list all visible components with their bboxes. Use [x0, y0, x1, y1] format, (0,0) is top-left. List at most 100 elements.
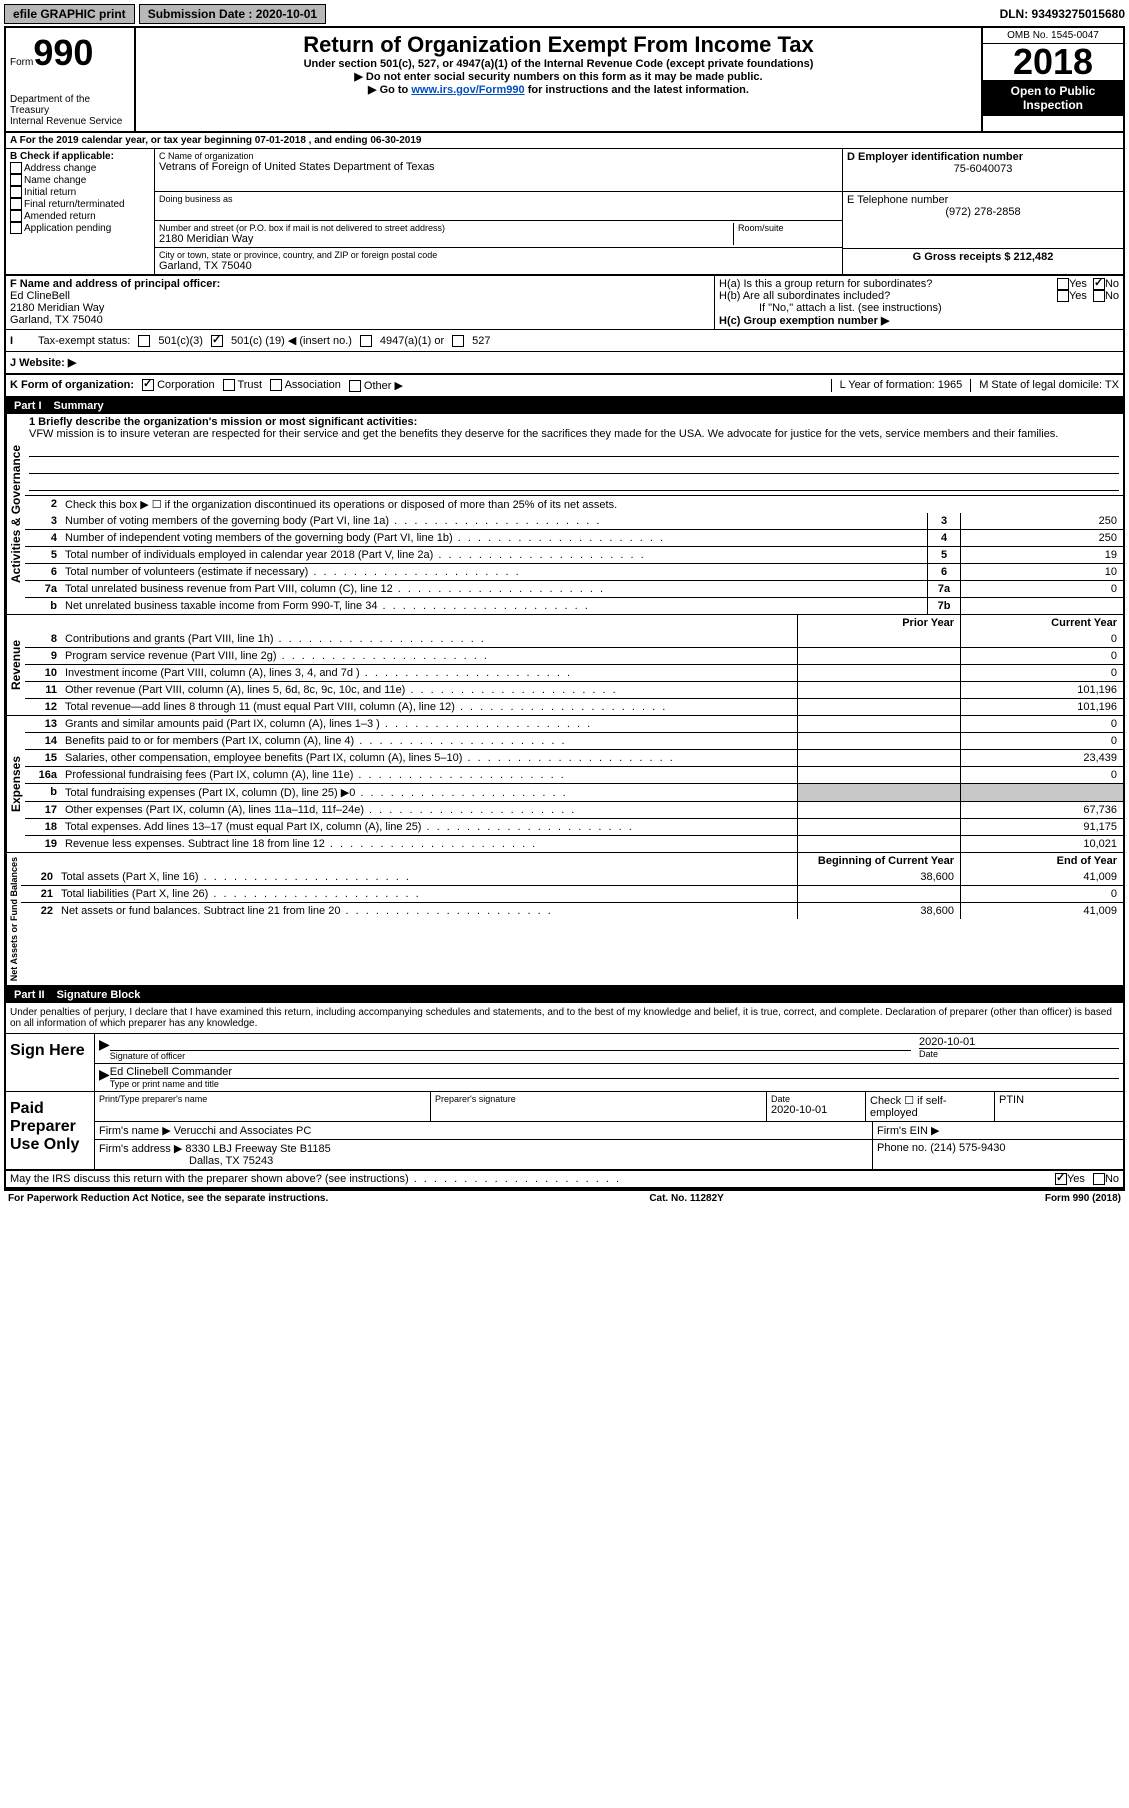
no-label-2: No — [1105, 290, 1119, 302]
header-sub1: Under section 501(c), 527, or 4947(a)(1)… — [140, 58, 977, 70]
ptin-label: PTIN — [995, 1092, 1123, 1121]
header-sub3: ▶ Go to www.irs.gov/Form990 for instruct… — [140, 83, 977, 96]
revenue-vlabel: Revenue — [6, 615, 25, 715]
l-year: L Year of formation: 1965 — [831, 379, 963, 392]
table-row: 17Other expenses (Part IX, column (A), l… — [25, 801, 1123, 818]
cb-pending[interactable] — [10, 222, 22, 234]
d-label: D Employer identification number — [847, 151, 1119, 163]
check-self: Check ☐ if self-employed — [866, 1092, 995, 1121]
b-item-0: Address change — [24, 163, 96, 174]
b-label: B Check if applicable: — [10, 151, 150, 162]
form-container: Form990 Department of the Treasury Inter… — [4, 26, 1125, 1191]
cb-address-change[interactable] — [10, 162, 22, 174]
beg-year-hdr: Beginning of Current Year — [797, 853, 960, 869]
header-left: Form990 Department of the Treasury Inter… — [6, 28, 136, 131]
cb-initial[interactable] — [10, 186, 22, 198]
hb-no[interactable] — [1093, 290, 1105, 302]
table-row: 10Investment income (Part VIII, column (… — [25, 664, 1123, 681]
501c3-label: 501(c)(3) — [158, 335, 203, 347]
sign-here-label: Sign Here — [6, 1034, 94, 1091]
tax-year: 2018 — [983, 44, 1123, 80]
officer-name: Ed ClineBell — [10, 290, 710, 302]
cb-amended[interactable] — [10, 210, 22, 222]
table-row: 15Salaries, other compensation, employee… — [25, 749, 1123, 766]
table-row: 11Other revenue (Part VIII, column (A), … — [25, 681, 1123, 698]
m-state: M State of legal domicile: TX — [970, 379, 1119, 392]
type-print-label: Type or print name and title — [110, 1079, 1119, 1089]
no-label-3: No — [1105, 1173, 1119, 1185]
firm-addr1: 8330 LBJ Freeway Ste B1185 — [185, 1143, 330, 1155]
officer-addr2: Garland, TX 75040 — [10, 314, 710, 326]
ein: 75-6040073 — [847, 163, 1119, 175]
addr-label: Number and street (or P.O. box if mail i… — [159, 223, 733, 233]
firm-addr2: Dallas, TX 75243 — [99, 1155, 868, 1167]
table-row: 19Revenue less expenses. Subtract line 1… — [25, 835, 1123, 852]
cb-527[interactable] — [452, 335, 464, 347]
cb-4947[interactable] — [360, 335, 372, 347]
sig-officer-label: Signature of officer — [110, 1051, 911, 1061]
discuss-no[interactable] — [1093, 1173, 1105, 1185]
cb-other[interactable] — [349, 380, 361, 392]
yes-label: Yes — [1069, 278, 1087, 290]
trust-label: Trust — [237, 379, 262, 391]
irs-label: Internal Revenue Service — [10, 116, 130, 127]
cb-corp[interactable] — [142, 379, 154, 391]
paid-preparer-label: Paid Preparer Use Only — [6, 1092, 94, 1169]
b-item-5: Application pending — [24, 223, 111, 234]
table-row: 12Total revenue—add lines 8 through 11 (… — [25, 698, 1123, 715]
col-h: H(a) Is this a group return for subordin… — [715, 276, 1123, 329]
cat-no: Cat. No. 11282Y — [649, 1193, 723, 1204]
table-row: 9Program service revenue (Part VIII, lin… — [25, 647, 1123, 664]
col-b: B Check if applicable: Address change Na… — [6, 149, 155, 274]
col-c: C Name of organization Vetrans of Foreig… — [155, 149, 843, 274]
blank-line — [29, 442, 1119, 457]
yes-label-2: Yes — [1069, 290, 1087, 302]
discuss-row: May the IRS discuss this return with the… — [6, 1171, 1123, 1189]
open-public: Open to Public Inspection — [983, 80, 1123, 116]
table-row: 8Contributions and grants (Part VIII, li… — [25, 631, 1123, 647]
table-row: 7aTotal unrelated business revenue from … — [25, 580, 1123, 597]
arrow-icon: ▶ — [99, 1066, 110, 1089]
firm-addr-label: Firm's address ▶ — [99, 1143, 182, 1155]
prep-date-label: Date — [771, 1094, 861, 1104]
b-item-4: Amended return — [24, 211, 96, 222]
table-row: 4Number of independent voting members of… — [25, 529, 1123, 546]
hb-label: H(b) Are all subordinates included? — [719, 290, 1057, 302]
paid-preparer-row: Paid Preparer Use Only Print/Type prepar… — [6, 1091, 1123, 1171]
f-label: F Name and address of principal officer: — [10, 278, 710, 290]
efile-btn[interactable]: efile GRAPHIC print — [4, 4, 135, 24]
part1-label: Part I — [14, 400, 42, 412]
table-row: 20Total assets (Part X, line 16)38,60041… — [21, 869, 1123, 885]
cb-501c[interactable] — [211, 335, 223, 347]
ha-yes[interactable] — [1057, 278, 1069, 290]
cb-final[interactable] — [10, 198, 22, 210]
cb-trust[interactable] — [223, 379, 235, 391]
form990-link[interactable]: www.irs.gov/Form990 — [411, 84, 524, 96]
firm-phone-label: Phone no. — [877, 1142, 927, 1154]
blank-line — [29, 459, 1119, 474]
prep-name-label: Print/Type preparer's name — [99, 1094, 426, 1104]
blank-line — [29, 476, 1119, 491]
b-item-1: Name change — [24, 175, 86, 186]
dept-treasury: Department of the Treasury — [10, 94, 130, 116]
sig-date: 2020-10-01 — [919, 1036, 1119, 1049]
activities-vlabel: Activities & Governance — [6, 414, 25, 614]
assoc-label: Association — [285, 379, 341, 391]
hb-yes[interactable] — [1057, 290, 1069, 302]
c-label: C Name of organization — [159, 151, 838, 161]
arrow-icon: ▶ — [99, 1036, 110, 1061]
cb-501c3[interactable] — [138, 335, 150, 347]
cb-name-change[interactable] — [10, 174, 22, 186]
table-row: 18Total expenses. Add lines 13–17 (must … — [25, 818, 1123, 835]
no-label: No — [1105, 278, 1119, 290]
submission-btn[interactable]: Submission Date : 2020-10-01 — [139, 4, 326, 24]
netassets-vlabel: Net Assets or Fund Balances — [6, 853, 21, 985]
ha-label: H(a) Is this a group return for subordin… — [719, 278, 1057, 290]
prior-year-hdr: Prior Year — [797, 615, 960, 631]
header-sub2: ▶ Do not enter social security numbers o… — [140, 70, 977, 83]
form-title: Return of Organization Exempt From Incom… — [140, 32, 977, 58]
discuss-yes[interactable] — [1055, 1173, 1067, 1185]
ha-no[interactable] — [1093, 278, 1105, 290]
cb-assoc[interactable] — [270, 379, 282, 391]
website-row: J Website: ▶ — [6, 352, 1123, 375]
